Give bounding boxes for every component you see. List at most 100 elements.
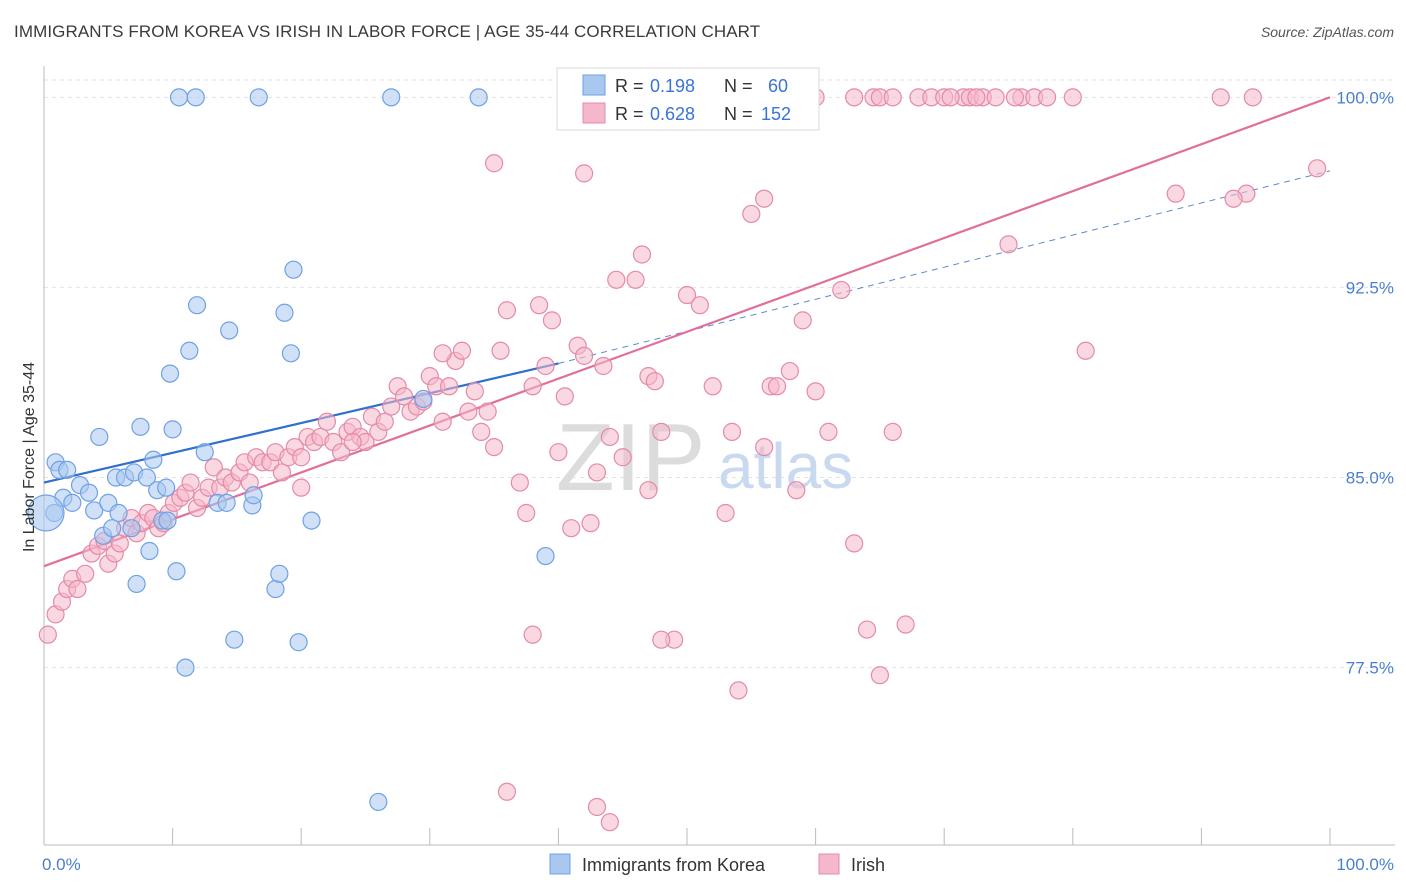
irish-point-107 <box>767 377 787 396</box>
irish-point-90 <box>600 427 619 447</box>
irish-point-75 <box>497 301 517 320</box>
y-tick-labels: 77.5% 85.0% 92.5% 100.0% <box>1336 88 1394 677</box>
legend-r-label-irish: R = <box>615 104 644 124</box>
irish-point-115 <box>870 666 890 685</box>
y-axis-title: In Labor Force | Age 35-44 <box>21 362 38 552</box>
korea-point-39 <box>244 486 263 505</box>
irish-point-91 <box>607 270 626 289</box>
korea-point-9 <box>90 427 109 447</box>
irish-point-71 <box>472 422 491 441</box>
legend-n-value-korea: 60 <box>768 76 788 96</box>
irish-point-68 <box>452 341 472 360</box>
korea-point-30 <box>176 658 195 677</box>
irish-point-112 <box>832 280 851 300</box>
korea-point-48 <box>414 389 433 409</box>
irish-point-79 <box>530 296 549 315</box>
korea-point-5 <box>63 493 82 512</box>
irish-point-86 <box>575 346 594 365</box>
irish-point-77 <box>517 503 536 523</box>
irish-point-110 <box>806 382 825 401</box>
irish-point-126 <box>523 625 542 644</box>
bottom-legend-swatch-korea <box>549 853 571 875</box>
korea-point-22 <box>144 450 163 469</box>
irish-point-114 <box>857 620 877 639</box>
irish-point-132 <box>787 481 806 500</box>
irish-point-12 <box>110 534 129 553</box>
korea-point-54 <box>469 88 488 107</box>
korea-point-43 <box>281 344 301 363</box>
x-tick-label-left: 0.0% <box>42 855 81 874</box>
irish-point-56 <box>375 412 394 431</box>
korea-point-50 <box>169 88 189 107</box>
irish-point-161 <box>1211 88 1230 107</box>
bottom-legend-korea: Immigrants from Korea <box>582 855 766 875</box>
korea-trend-extension <box>558 170 1331 364</box>
korea-point-12 <box>103 519 122 538</box>
irish-point-134 <box>433 344 452 363</box>
legend-r-value-irish: 0.628 <box>650 104 695 124</box>
irish-point-127 <box>497 782 517 801</box>
legend-n-value-irish: 152 <box>761 104 791 124</box>
x-tick-label-right: 100.0% <box>1336 855 1394 874</box>
korea-point-21 <box>140 541 159 561</box>
irish-point-111 <box>819 422 838 441</box>
irish-point-69 <box>459 402 478 421</box>
irish-point-87 <box>581 514 600 533</box>
irish-point-131 <box>1308 159 1327 178</box>
irish-point-129 <box>600 813 619 832</box>
watermark: ZIP atlas <box>556 404 853 511</box>
korea-point-8 <box>85 501 104 520</box>
korea-point-16 <box>122 519 141 538</box>
irish-point-74 <box>491 341 510 360</box>
korea-point-45 <box>289 633 308 652</box>
korea-point-29 <box>167 562 186 581</box>
bottom-legend-swatch-irish <box>818 853 840 875</box>
korea-point-42 <box>275 303 294 322</box>
irish-point-89 <box>594 356 613 376</box>
irish-point-80 <box>536 356 555 376</box>
korea-point-41 <box>270 564 289 583</box>
irish-point-133 <box>722 422 742 441</box>
irish-point-125 <box>652 630 671 649</box>
irish-point-103 <box>729 681 748 700</box>
irish-point-92 <box>613 448 632 467</box>
irish-point-101 <box>703 377 722 396</box>
korea-point-36 <box>217 493 236 512</box>
irish-point-78 <box>523 377 542 396</box>
irish-point-57 <box>382 397 401 416</box>
legend-r-value-korea: 0.198 <box>650 76 695 96</box>
korea-point-44 <box>284 260 303 279</box>
irish-point-128 <box>587 797 607 817</box>
korea-point-25 <box>157 478 176 497</box>
irish-point-29 <box>204 458 223 477</box>
korea-point-19 <box>131 417 150 436</box>
irish-point-108 <box>780 361 799 381</box>
korea-point-49 <box>536 546 555 566</box>
legend-box: R = 0.198 N = 60 R = 0.628 N = 152 <box>556 67 820 131</box>
chart-title: IMMIGRANTS FROM KOREA VS IRISH IN LABOR … <box>14 22 761 41</box>
korea-point-20 <box>137 468 156 487</box>
korea-point-28 <box>163 420 182 439</box>
irish-point-119 <box>1076 341 1095 360</box>
irish-point-96 <box>645 372 664 391</box>
irish-point-122 <box>1224 189 1243 208</box>
irish-point-66 <box>439 377 459 396</box>
irish-point-149 <box>883 88 902 107</box>
irish-point-0 <box>38 625 57 644</box>
legend-swatch-irish <box>582 102 606 124</box>
gridlines <box>44 79 1395 669</box>
irish-point-123 <box>485 154 504 173</box>
irish-point-70 <box>465 382 484 401</box>
irish-point-163 <box>941 88 960 107</box>
y-tick-label-3: 100.0% <box>1336 88 1394 107</box>
korea-point-46 <box>302 511 321 530</box>
irish-point-40 <box>272 463 292 482</box>
legend-n-label-korea: N = <box>724 76 753 96</box>
korea-point-40 <box>266 579 285 599</box>
irish-point-93 <box>626 270 645 289</box>
irish-point-84 <box>562 519 581 538</box>
legend-r-label-korea: R = <box>615 76 644 96</box>
korea-point-32 <box>187 296 207 315</box>
legend-n-label-irish: N = <box>724 104 753 124</box>
